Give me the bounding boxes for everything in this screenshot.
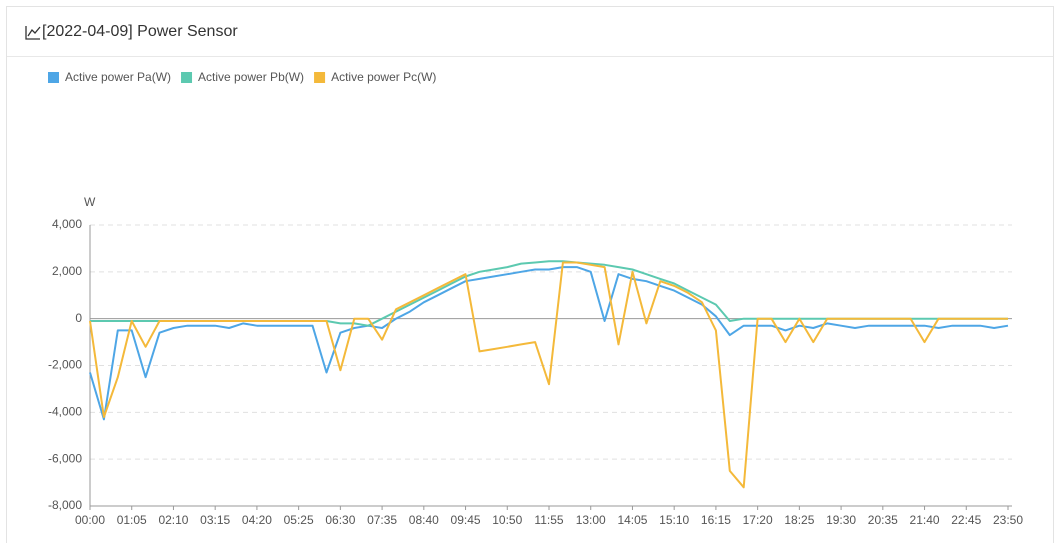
x-tick-label: 23:50	[993, 513, 1023, 527]
legend-label: Active power Pa(W)	[65, 70, 171, 84]
x-tick-label: 00:00	[75, 513, 105, 527]
x-tick-label: 18:25	[784, 513, 814, 527]
x-tick-label: 20:35	[868, 513, 898, 527]
series-line	[89, 261, 1008, 489]
y-tick-label: -8,000	[48, 498, 82, 512]
x-tick-label: 04:20	[242, 513, 272, 527]
y-axis-label: W	[84, 195, 96, 209]
y-tick-label: -6,000	[48, 451, 82, 465]
y-tick-label: 0	[75, 311, 82, 325]
x-tick-label: 07:35	[367, 513, 397, 527]
x-tick-label: 05:25	[284, 513, 314, 527]
x-tick-label: 19:30	[826, 513, 856, 527]
x-tick-label: 22:45	[951, 513, 981, 527]
x-tick-label: 10:50	[492, 513, 522, 527]
y-tick-label: 2,000	[52, 264, 82, 278]
card	[6, 6, 1054, 543]
x-tick-label: 02:10	[158, 513, 188, 527]
x-tick-label: 06:30	[325, 513, 355, 527]
x-tick-label: 09:45	[451, 513, 481, 527]
chart-icon	[25, 26, 41, 40]
x-tick-label: 13:00	[576, 513, 606, 527]
x-tick-label: 08:40	[409, 513, 439, 527]
legend-label: Active power Pb(W)	[198, 70, 304, 84]
series-line	[89, 266, 1009, 421]
x-tick-label: 17:20	[743, 513, 773, 527]
legend-swatch	[48, 72, 59, 83]
legend-swatch	[314, 72, 326, 83]
x-tick-label: 14:05	[617, 513, 647, 527]
y-tick-label: -2,000	[48, 358, 82, 372]
x-tick-label: 11:55	[534, 513, 563, 527]
x-tick-label: 15:10	[659, 513, 689, 527]
y-tick-label: -4,000	[48, 405, 82, 419]
card-title: [2022-04-09] Power Sensor	[42, 23, 238, 40]
legend-swatch	[181, 72, 193, 83]
x-tick-label: 16:15	[701, 513, 731, 527]
x-tick-label: 21:40	[910, 513, 940, 527]
x-tick-label: 01:05	[117, 513, 147, 527]
x-tick-label: 03:15	[200, 513, 230, 527]
legend-label: Active power Pc(W)	[331, 70, 436, 84]
y-tick-label: 4,000	[52, 217, 82, 231]
